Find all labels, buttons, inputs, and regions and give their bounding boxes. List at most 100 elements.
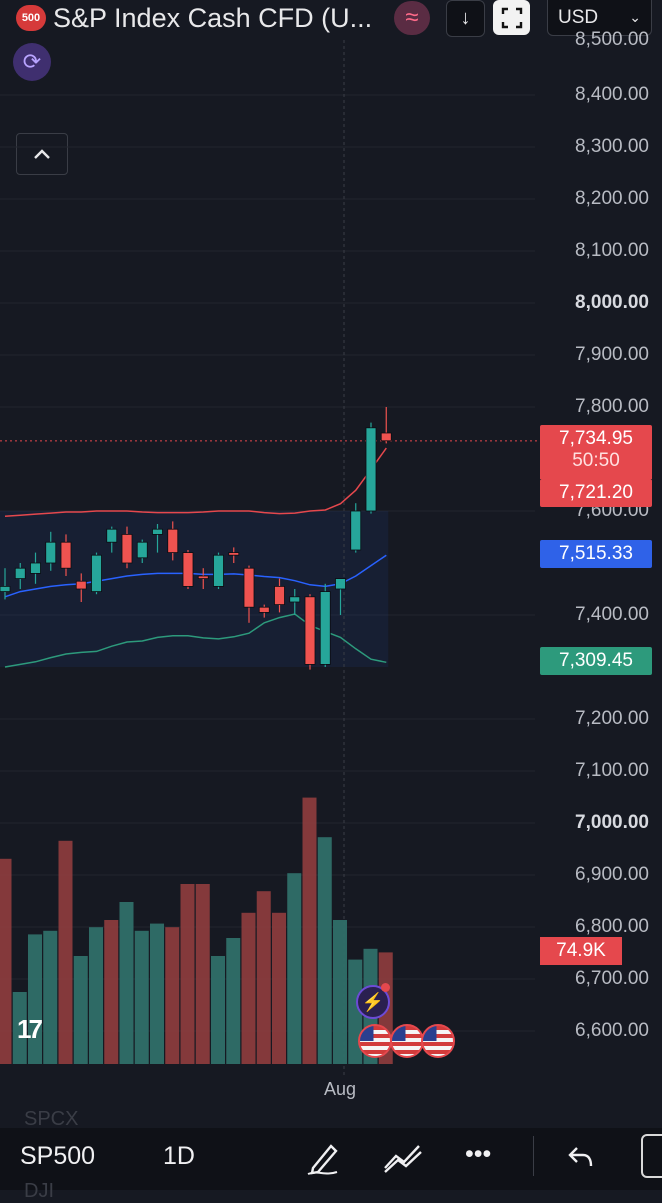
pen-icon[interactable] (305, 1140, 343, 1183)
volume-bar (180, 884, 195, 1064)
wave-icon[interactable]: ≈ (394, 1, 430, 35)
volume-bar (73, 956, 88, 1064)
candle-body (45, 541, 57, 564)
price-label: 7,000.00 (575, 812, 649, 833)
us-flag-icon[interactable] (421, 1024, 455, 1058)
strategy-icon[interactable] (382, 1140, 424, 1183)
volume-bar (211, 956, 225, 1064)
candle-body (106, 528, 118, 543)
price-label: 7,200.00 (575, 708, 649, 729)
last-price-tag: 7,734.95 50:50 (540, 425, 652, 479)
price-label: 7,400.00 (575, 604, 649, 625)
candle-body (304, 596, 316, 665)
symbol-title[interactable]: S&P Index Cash CFD (U... (53, 3, 373, 33)
candle-body (60, 541, 72, 569)
volume-bar (104, 920, 119, 1064)
price-label: 6,800.00 (575, 916, 649, 937)
tradingview-logo: 17 (17, 1014, 43, 1044)
us-flag-icon[interactable] (390, 1024, 424, 1058)
candle-body (182, 552, 194, 587)
candle-body (136, 541, 148, 559)
price-label: 8,200.00 (575, 188, 649, 209)
last-price-value: 7,734.95 (559, 428, 633, 449)
candle-body (197, 575, 209, 579)
volume-bar (58, 840, 73, 1064)
volume-bar (28, 934, 42, 1064)
price-label: 6,900.00 (575, 864, 649, 885)
candle-body (121, 534, 133, 564)
candle-body (228, 552, 240, 556)
candlesticks (0, 407, 392, 670)
us-flag-icon[interactable] (358, 1024, 392, 1058)
candle-body (274, 586, 285, 606)
bollinger-upper-line (4, 447, 387, 517)
candle-body (243, 567, 255, 608)
frame-icon[interactable] (493, 0, 530, 35)
bollinger-basis-line (4, 554, 387, 598)
bottom-toolbar (0, 1128, 662, 1190)
symbol-button[interactable]: SP500 (20, 1142, 96, 1170)
volume-bar (89, 927, 103, 1064)
volume-bar (226, 938, 241, 1064)
candle-body (258, 606, 270, 613)
volume-bar (0, 858, 12, 1064)
volume-bar (241, 912, 256, 1064)
layout-icon[interactable] (641, 1134, 662, 1178)
volume-bar (287, 873, 302, 1064)
price-label: 8,000.00 (575, 292, 649, 313)
currency-value: USD (558, 6, 599, 28)
volume-bar (43, 930, 58, 1064)
volume-bar (12, 992, 27, 1064)
candle-body (0, 586, 11, 593)
middle-band-tag: 7,515.33 (540, 540, 652, 568)
currency-select[interactable]: USD ⌄ (547, 0, 652, 36)
candle-body (319, 591, 331, 665)
more-icon[interactable]: ••• (465, 1140, 492, 1168)
volume-bar (195, 884, 210, 1064)
candle-body (213, 554, 224, 587)
lightning-icon[interactable]: ⚡ (356, 985, 390, 1019)
candle-body (14, 567, 26, 580)
volume-bars (0, 797, 393, 1064)
volume-bar (333, 920, 347, 1064)
volume-bar (272, 912, 286, 1064)
undo-icon[interactable] (567, 1140, 595, 1183)
candle-body (30, 562, 41, 574)
volume-bar (256, 891, 271, 1064)
candle-body (167, 528, 179, 554)
candle-body (350, 510, 362, 551)
volume-bar (150, 923, 164, 1064)
refresh-icon[interactable]: ⟳ (13, 43, 51, 81)
price-label: 7,900.00 (575, 344, 649, 365)
notification-dot (381, 983, 390, 992)
price-label-top-partial: 8,500.00 (575, 29, 649, 50)
volume-bar (119, 902, 134, 1064)
upper-band-tag: 7,721.20 (540, 479, 652, 507)
volume-bar (302, 797, 317, 1064)
price-label: 8,400.00 (575, 84, 649, 105)
price-label: 8,300.00 (575, 136, 649, 157)
candle-body (152, 528, 163, 535)
price-label: 8,100.00 (575, 240, 649, 261)
candle-body (365, 427, 377, 512)
symbol-badge[interactable]: 500 (16, 5, 46, 31)
interval-button[interactable]: 1D (163, 1142, 195, 1170)
candle-body (75, 580, 87, 590)
candle-body (289, 596, 301, 603)
volume-bar (165, 927, 180, 1064)
time-axis-label: Aug (324, 1079, 357, 1099)
chevron-down-icon: ⌄ (629, 9, 641, 25)
chevron-up-icon[interactable] (16, 133, 68, 175)
countdown-value: 50:50 (572, 450, 620, 471)
lower-band-tag: 7,309.45 (540, 647, 652, 675)
ghost-symbol-below: DJI (24, 1180, 54, 1202)
price-label: 6,700.00 (575, 968, 649, 989)
toolbar-separator (533, 1136, 534, 1176)
candle-body (335, 578, 346, 590)
candle-body (380, 432, 392, 442)
price-label: 7,100.00 (575, 760, 649, 781)
ghost-symbol-above: SPCX (24, 1108, 79, 1130)
grid-lines (0, 94, 535, 1032)
download-arrow-icon[interactable]: ↓ (446, 0, 485, 37)
